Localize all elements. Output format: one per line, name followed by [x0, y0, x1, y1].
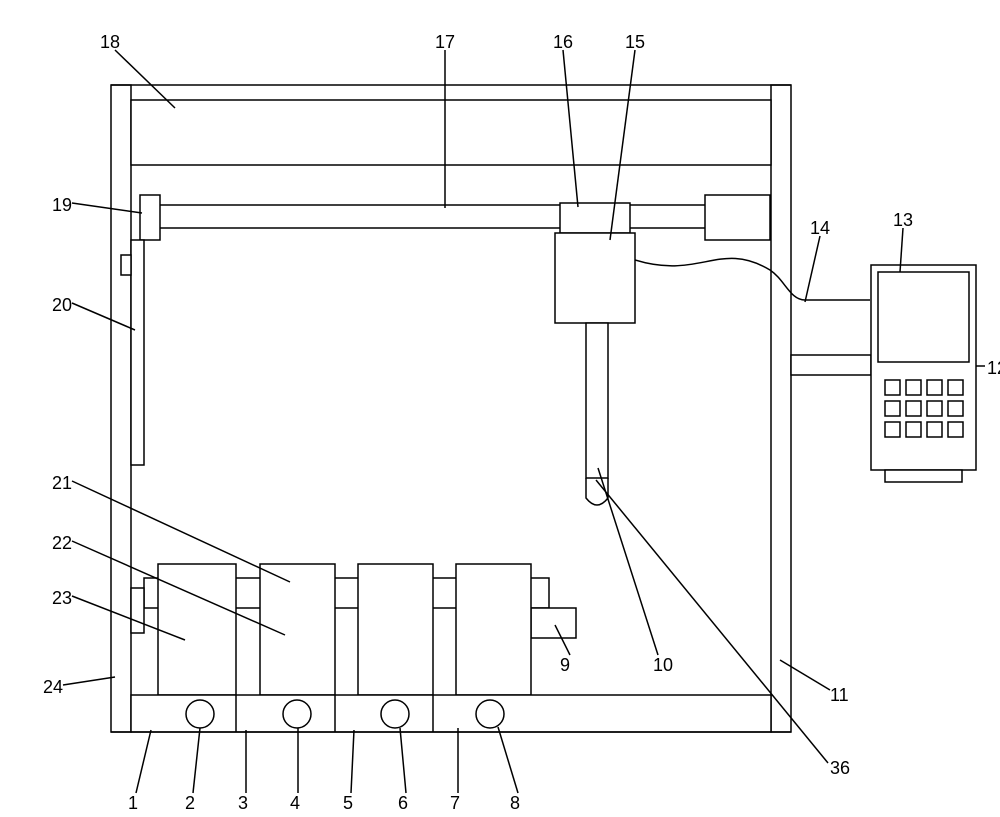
- callout-label-20: 20: [52, 295, 72, 316]
- callout-label-6: 6: [398, 793, 408, 814]
- callout-label-14: 14: [810, 218, 830, 239]
- callout-label-5: 5: [343, 793, 353, 814]
- callout-label-13: 13: [893, 210, 913, 231]
- callout-label-9: 9: [560, 655, 570, 676]
- callout-label-7: 7: [450, 793, 460, 814]
- callout-label-24: 24: [43, 677, 63, 698]
- callout-label-21: 21: [52, 473, 72, 494]
- callout-label-2: 2: [185, 793, 195, 814]
- callout-label-17: 17: [435, 32, 455, 53]
- callout-label-18: 18: [100, 32, 120, 53]
- callout-label-23: 23: [52, 588, 72, 609]
- callout-label-22: 22: [52, 533, 72, 554]
- callout-label-15: 15: [625, 32, 645, 53]
- callout-label-8: 8: [510, 793, 520, 814]
- callout-label-11: 11: [830, 685, 849, 706]
- callout-label-19: 19: [52, 195, 72, 216]
- callout-label-36: 36: [830, 758, 850, 779]
- technical-diagram: [0, 0, 1000, 817]
- callout-label-3: 3: [238, 793, 248, 814]
- callout-label-10: 10: [653, 655, 673, 676]
- callout-label-16: 16: [553, 32, 573, 53]
- callout-label-4: 4: [290, 793, 300, 814]
- callout-label-1: 1: [128, 793, 138, 814]
- callout-label-12: 12: [987, 358, 1000, 379]
